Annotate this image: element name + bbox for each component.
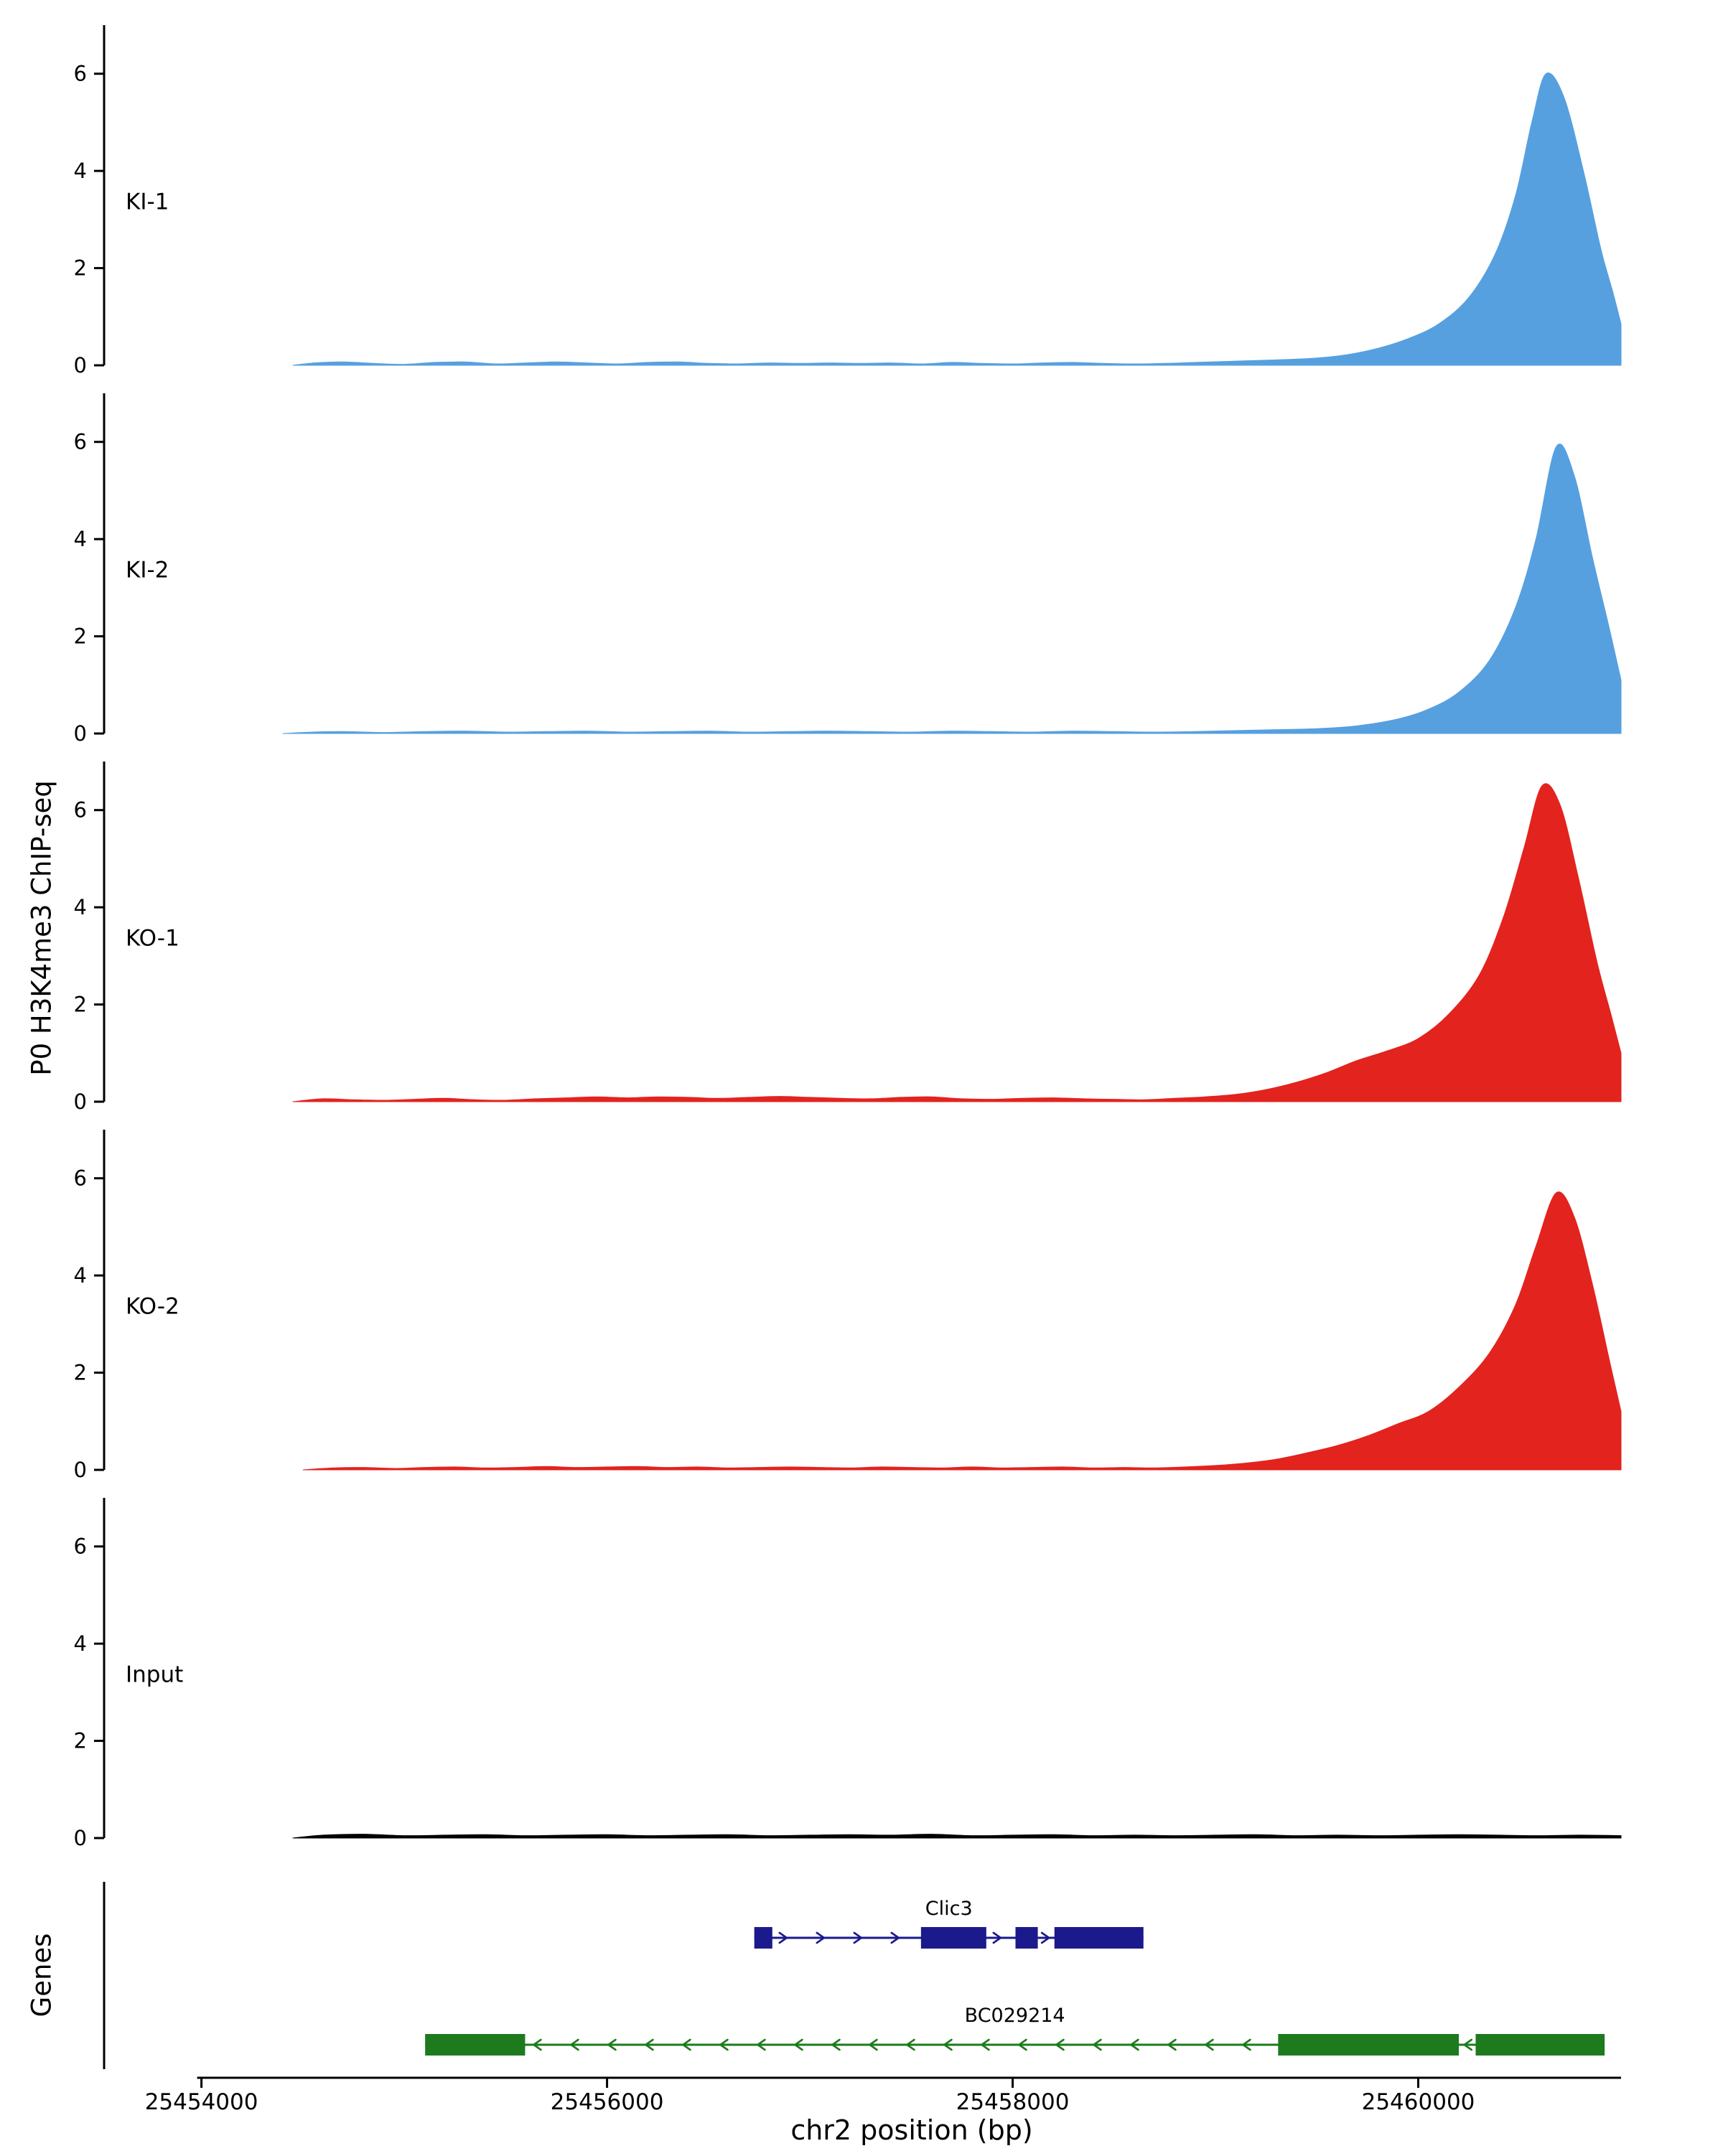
gene-strand-arrow-BC029214 (607, 2038, 617, 2051)
track-label-KI-1: KI-1 (126, 189, 169, 215)
gene-strand-arrow-BC029214 (757, 2038, 766, 2051)
y-tick-label-KO-2: 6 (74, 1166, 87, 1191)
gene-strand-arrow-BC029214 (1093, 2038, 1102, 2051)
x-tick-label: 25460000 (1362, 2089, 1475, 2115)
gene-strand-arrow-BC029214 (682, 2038, 691, 2051)
gene-strand-arrow-Clic3 (778, 1931, 788, 1944)
gene-strand-arrow-BC029214 (869, 2038, 878, 2051)
gene-exon-BC029214 (1475, 2034, 1605, 2056)
gene-strand-arrow-BC029214 (943, 2038, 953, 2051)
y-tick-label-KI-2: 0 (74, 721, 87, 746)
gene-strand-arrow-BC029214 (794, 2038, 803, 2051)
y-tick-label-KO-2: 4 (74, 1263, 87, 1288)
gene-exon-BC029214 (1278, 2034, 1460, 2056)
gene-label-BC029214: BC029214 (965, 2005, 1065, 2027)
y-tick-label-KO-1: 6 (74, 798, 87, 822)
gene-strand-arrow-BC029214 (1205, 2038, 1214, 2051)
gene-strand-arrow-BC029214 (570, 2038, 579, 2051)
x-tick-label: 25454000 (145, 2089, 258, 2115)
y-tick-label-KI-1: 6 (74, 62, 87, 86)
gene-exon-Clic3 (754, 1927, 772, 1949)
y-tick-label-Input: 2 (74, 1729, 87, 1753)
gene-strand-arrow-Clic3 (853, 1931, 863, 1944)
y-tick-label-KO-2: 0 (74, 1458, 87, 1482)
y-tick-label-Input: 6 (74, 1534, 87, 1559)
track-label-KO-1: KO-1 (126, 925, 179, 951)
track-area-KO-1 (292, 783, 1622, 1102)
gene-strand-arrow-Clic3 (1040, 1931, 1050, 1944)
gene-exon-Clic3 (1015, 1927, 1038, 1949)
y-tick-label-KI-2: 2 (74, 624, 87, 649)
y-tick-label-KI-1: 0 (74, 353, 87, 378)
gene-strand-arrow-BC029214 (1018, 2038, 1027, 2051)
y-tick-label-KO-2: 2 (74, 1361, 87, 1385)
gene-strand-arrow-BC029214 (645, 2038, 654, 2051)
y-axis-title: P0 H3K4me3 ChIP-seq (26, 780, 57, 1076)
gene-strand-arrow-BC029214 (719, 2038, 729, 2051)
gene-strand-arrow-BC029214 (1242, 2038, 1251, 2051)
track-area-KI-2 (282, 444, 1622, 734)
x-axis-title: chr2 position (bp) (790, 2114, 1033, 2146)
track-label-KO-2: KO-2 (126, 1293, 179, 1319)
x-tick-label: 25456000 (551, 2089, 664, 2115)
y-tick-label-Input: 4 (74, 1631, 87, 1656)
gene-strand-arrow-BC029214 (533, 2038, 542, 2051)
y-tick-label-KI-1: 4 (74, 159, 87, 183)
gene-strand-arrow-BC029214 (831, 2038, 841, 2051)
gene-strand-arrow-BC029214 (1167, 2038, 1177, 2051)
y-tick-label-KO-1: 4 (74, 895, 87, 919)
gene-strand-arrow-BC029214 (1463, 2038, 1473, 2051)
gene-strand-arrow-BC029214 (981, 2038, 990, 2051)
gene-strand-arrow-BC029214 (906, 2038, 915, 2051)
gene-exon-BC029214 (425, 2034, 526, 2056)
gene-strand-arrow-Clic3 (992, 1931, 1002, 1944)
track-label-Input: Input (126, 1661, 183, 1687)
gene-strand-arrow-Clic3 (816, 1931, 826, 1944)
track-area-Input (292, 1834, 1622, 1839)
y-tick-label-KI-2: 6 (74, 430, 87, 454)
x-tick-label: 25458000 (956, 2089, 1070, 2115)
track-label-KI-2: KI-2 (126, 557, 169, 583)
gene-label-Clic3: Clic3 (925, 1898, 973, 1920)
y-tick-label-KO-1: 0 (74, 1089, 87, 1114)
genes-axis-title: Genes (26, 1933, 57, 2017)
gene-strand-arrow-BC029214 (1055, 2038, 1065, 2051)
gene-exon-Clic3 (1054, 1927, 1144, 1949)
y-tick-label-Input: 0 (74, 1826, 87, 1850)
y-tick-label-KO-1: 2 (74, 993, 87, 1017)
gene-exon-Clic3 (920, 1927, 986, 1949)
track-area-KO-2 (302, 1191, 1622, 1471)
track-area-KI-1 (292, 72, 1622, 366)
gene-strand-arrow-BC029214 (1130, 2038, 1139, 2051)
y-tick-label-KI-2: 4 (74, 527, 87, 551)
gene-strand-arrow-Clic3 (890, 1931, 900, 1944)
y-tick-label-KI-1: 2 (74, 256, 87, 281)
